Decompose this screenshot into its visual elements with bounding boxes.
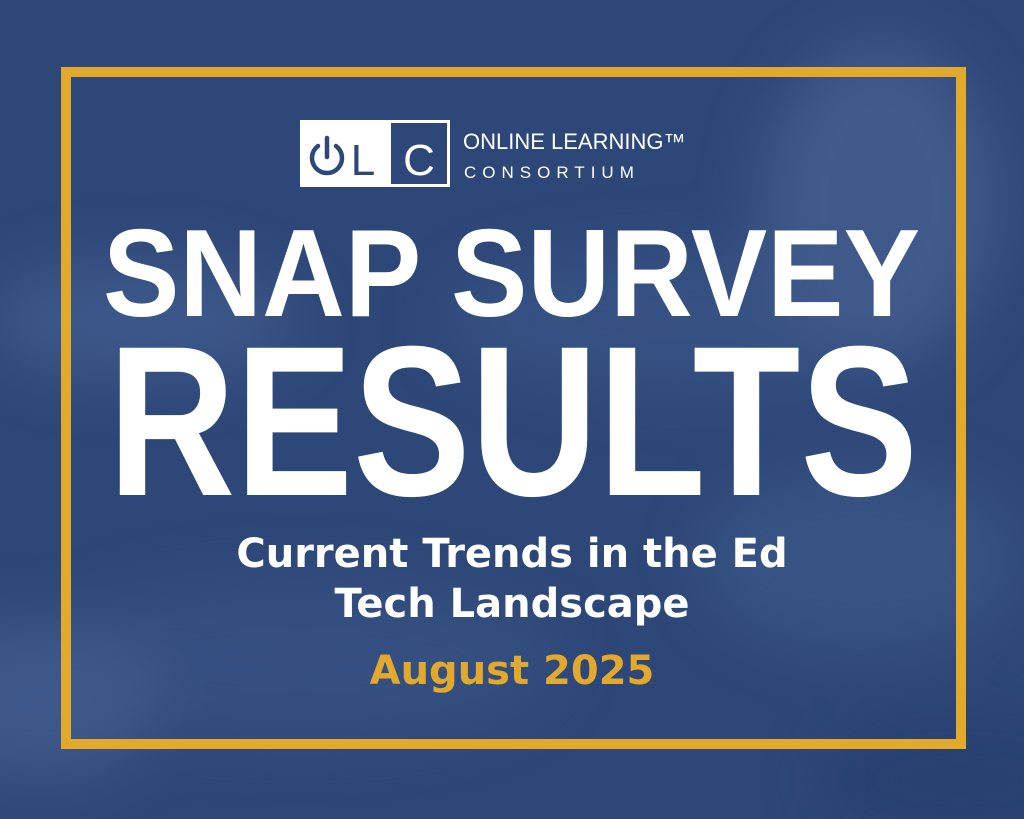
title-line: RESULTS	[108, 302, 918, 541]
logo-tagline: CONSORTIUM	[464, 163, 640, 182]
logo-power-icon	[309, 143, 345, 176]
title-line: SNAP SURVEY	[103, 205, 920, 343]
subtitle-line: Tech Landscape	[334, 581, 689, 627]
gold-frame	[61, 67, 966, 749]
logo-letter: L	[351, 136, 375, 185]
subtitle-line: Current Trends in the Ed	[236, 531, 787, 577]
date: August 2025	[370, 648, 655, 694]
logo: L C ONLINE LEARNING™ CONSORTIUM	[300, 120, 686, 187]
logo-c-box	[391, 123, 447, 184]
logo-name: ONLINE LEARNING™	[463, 129, 686, 154]
logo-letter: C	[403, 136, 435, 185]
